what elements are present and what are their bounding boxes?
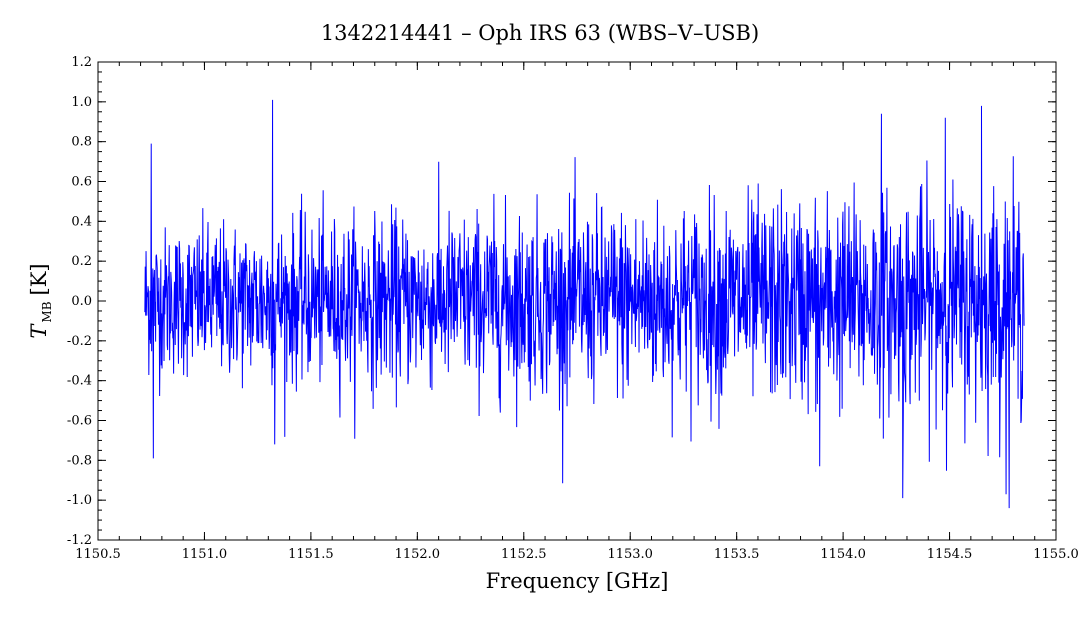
y-axis-label-unit: [K] [27, 263, 51, 295]
y-tick-label: 0.0 [71, 294, 92, 309]
x-tick-label: 1152.5 [501, 547, 547, 562]
y-tick-label: 0.2 [71, 254, 92, 269]
x-axis-ticks: 1150.5 1151.0 1151.5 1152.0 1152.5 1153.0 1153… [75, 62, 1079, 562]
y-axis-label-sub: MB [40, 301, 54, 322]
x-tick-label: 1151.0 [182, 547, 228, 562]
y-tick-label: 0.8 [71, 135, 92, 150]
y-tick-label: -0.8 [67, 453, 92, 468]
y-tick-label: 1.2 [71, 55, 92, 70]
y-axis-label-main: T [27, 323, 51, 339]
y-tick-label: -0.2 [67, 334, 92, 349]
x-tick-label: 1155.0 [1033, 547, 1079, 562]
y-axis-label: TMB [K] [27, 263, 54, 338]
y-tick-label: -0.4 [67, 374, 92, 389]
chart-title: 1342214441 – Oph IRS 63 (WBS–V–USB) [321, 21, 759, 45]
svg-text:TMB[K]: TMB [K] [27, 263, 54, 338]
x-tick-label: 1150.5 [75, 547, 121, 562]
y-tick-label: -1.0 [67, 493, 92, 508]
y-tick-label: 0.6 [71, 175, 92, 190]
x-tick-label: 1153.0 [607, 547, 653, 562]
spectrum-series [144, 99, 1025, 509]
x-tick-label: 1154.0 [820, 547, 866, 562]
x-axis-label: Frequency [GHz] [486, 569, 669, 593]
x-tick-label: 1153.5 [714, 547, 760, 562]
x-tick-label: 1152.0 [395, 547, 441, 562]
y-tick-label: 1.0 [71, 95, 92, 110]
y-axis-ticks: -1.2 -1.0 -0.8 -0.6 -0.4 -0.2 0.0 0.2 0.4 0.6 0.8 1… [67, 55, 1056, 548]
spectrum-line [144, 99, 1025, 509]
x-tick-label: 1151.5 [288, 547, 334, 562]
y-tick-label: -1.2 [67, 533, 92, 548]
x-tick-label: 1154.5 [927, 547, 973, 562]
y-tick-label: -0.6 [67, 414, 92, 429]
y-tick-label: 0.4 [71, 214, 92, 229]
